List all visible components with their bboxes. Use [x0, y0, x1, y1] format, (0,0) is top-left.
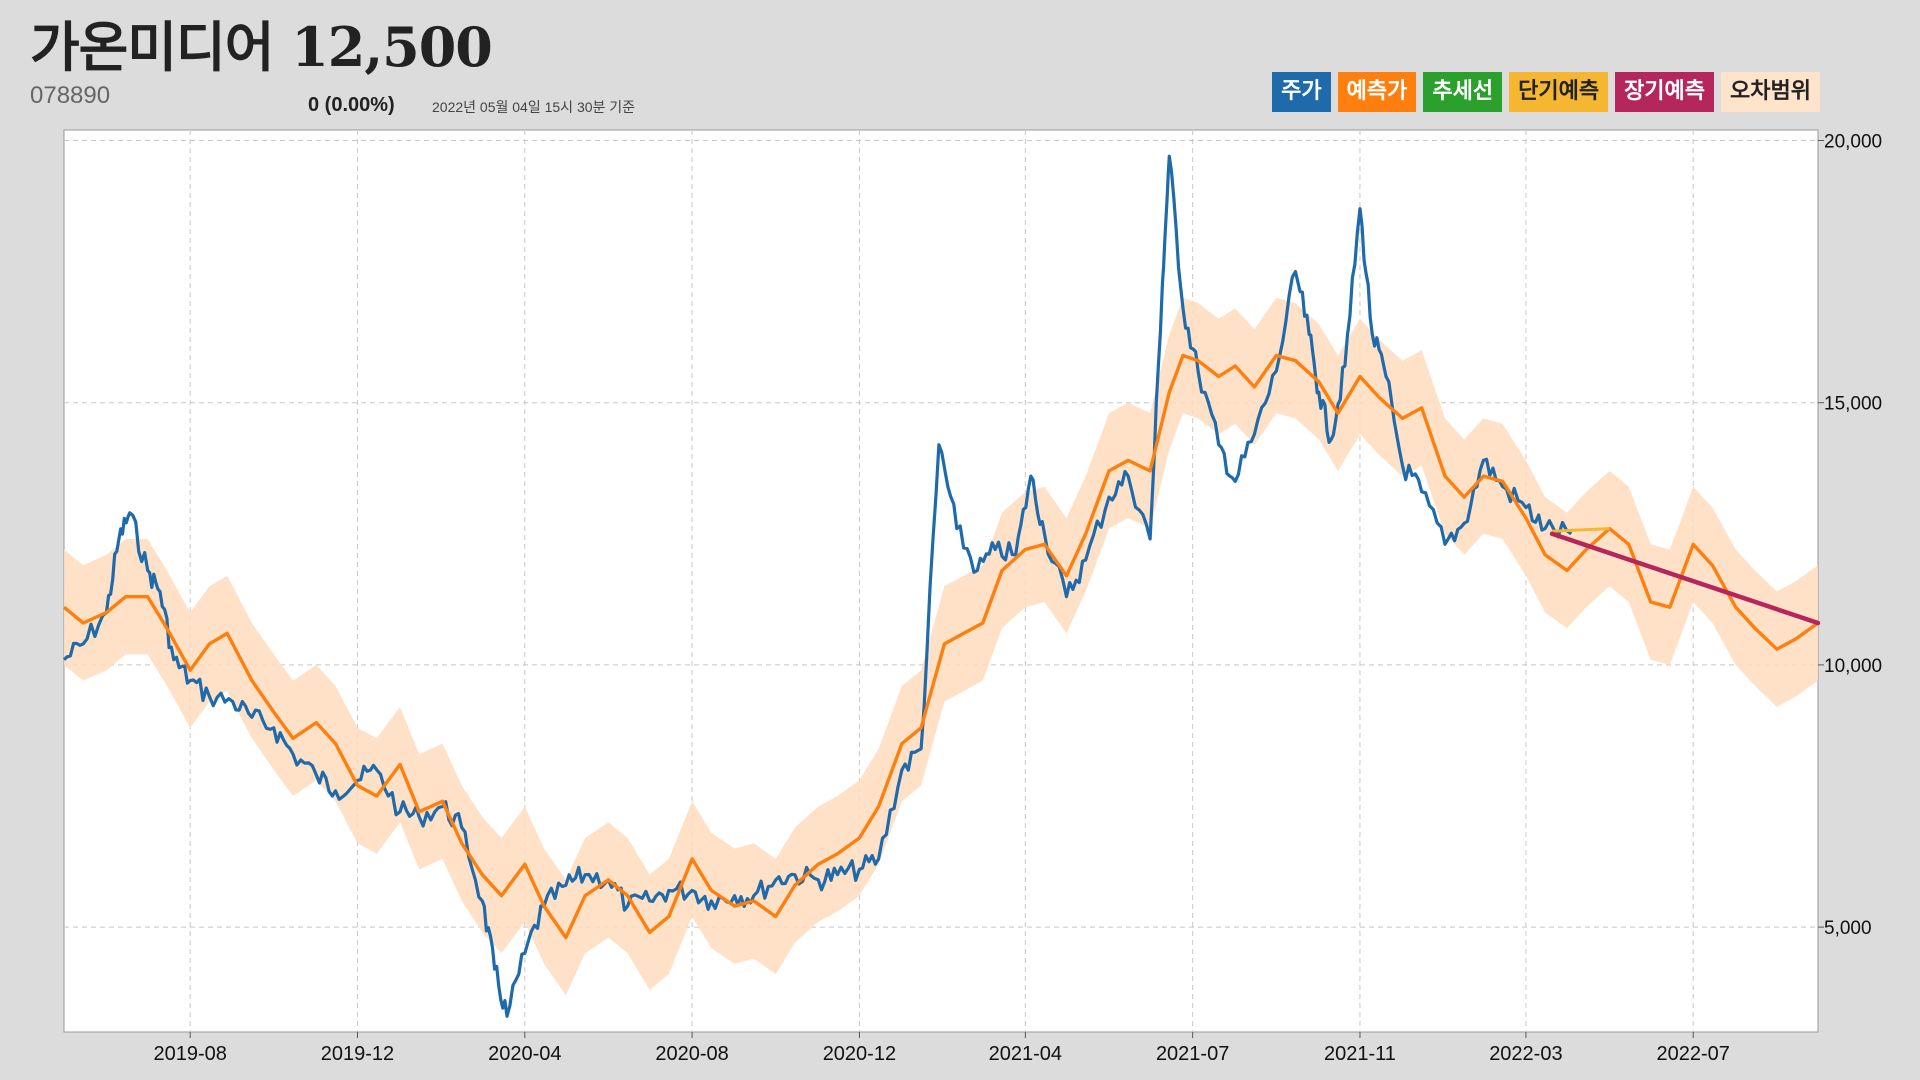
- price-line: [62, 154, 1573, 1018]
- x-tick-label: 2022-07: [1657, 1043, 1730, 1065]
- x-tick-label: 2022-03: [1489, 1043, 1562, 1065]
- x-tick-label: 2021-11: [1324, 1043, 1396, 1065]
- y-tick-label: 5,000: [1824, 918, 1872, 939]
- legend-price[interactable]: 주가: [1272, 72, 1331, 112]
- x-tick-label: 2021-04: [989, 1043, 1062, 1065]
- timestamp: 2022년 05월 04일 15시 30분 기준: [432, 99, 636, 115]
- long-forecast-line: [1549, 531, 1821, 626]
- legend: 주가 예측가 추세선 단기예측 장기예측 오차범위: [1272, 72, 1820, 112]
- x-tick-label: 2020-12: [823, 1043, 896, 1065]
- price-change: 0 (0.00%): [308, 94, 395, 116]
- y-tick-label: 10,000: [1824, 656, 1882, 677]
- legend-short-forecast[interactable]: 단기예측: [1509, 72, 1609, 112]
- error-band: [64, 297, 1818, 996]
- x-axis: 2019-08 2019-12 2020-04 2020-08 2020-12 2021-…: [153, 1032, 1730, 1065]
- short-forecast-line: [1551, 527, 1610, 533]
- y-tick-label: 15,000: [1824, 394, 1882, 415]
- legend-error-band[interactable]: 오차범위: [1721, 72, 1820, 112]
- legend-long-forecast[interactable]: 장기예측: [1615, 72, 1715, 112]
- y-axis: 5,000 10,000 15,000 20,000: [1818, 131, 1882, 939]
- forecast-line: [62, 353, 1819, 940]
- x-tick-label: 2019-08: [153, 1043, 226, 1065]
- x-tick-label: 2019-12: [321, 1043, 394, 1065]
- y-tick-label: 20,000: [1824, 131, 1882, 152]
- legend-trend[interactable]: 추세선: [1423, 72, 1503, 112]
- stock-code: 078890: [30, 82, 111, 109]
- x-tick-label: 2020-04: [488, 1043, 561, 1065]
- x-tick-label: 2021-07: [1156, 1043, 1229, 1065]
- legend-forecast[interactable]: 예측가: [1337, 72, 1417, 112]
- stock-title: 가온미디어 12,500: [30, 15, 493, 79]
- x-tick-label: 2020-08: [655, 1043, 728, 1065]
